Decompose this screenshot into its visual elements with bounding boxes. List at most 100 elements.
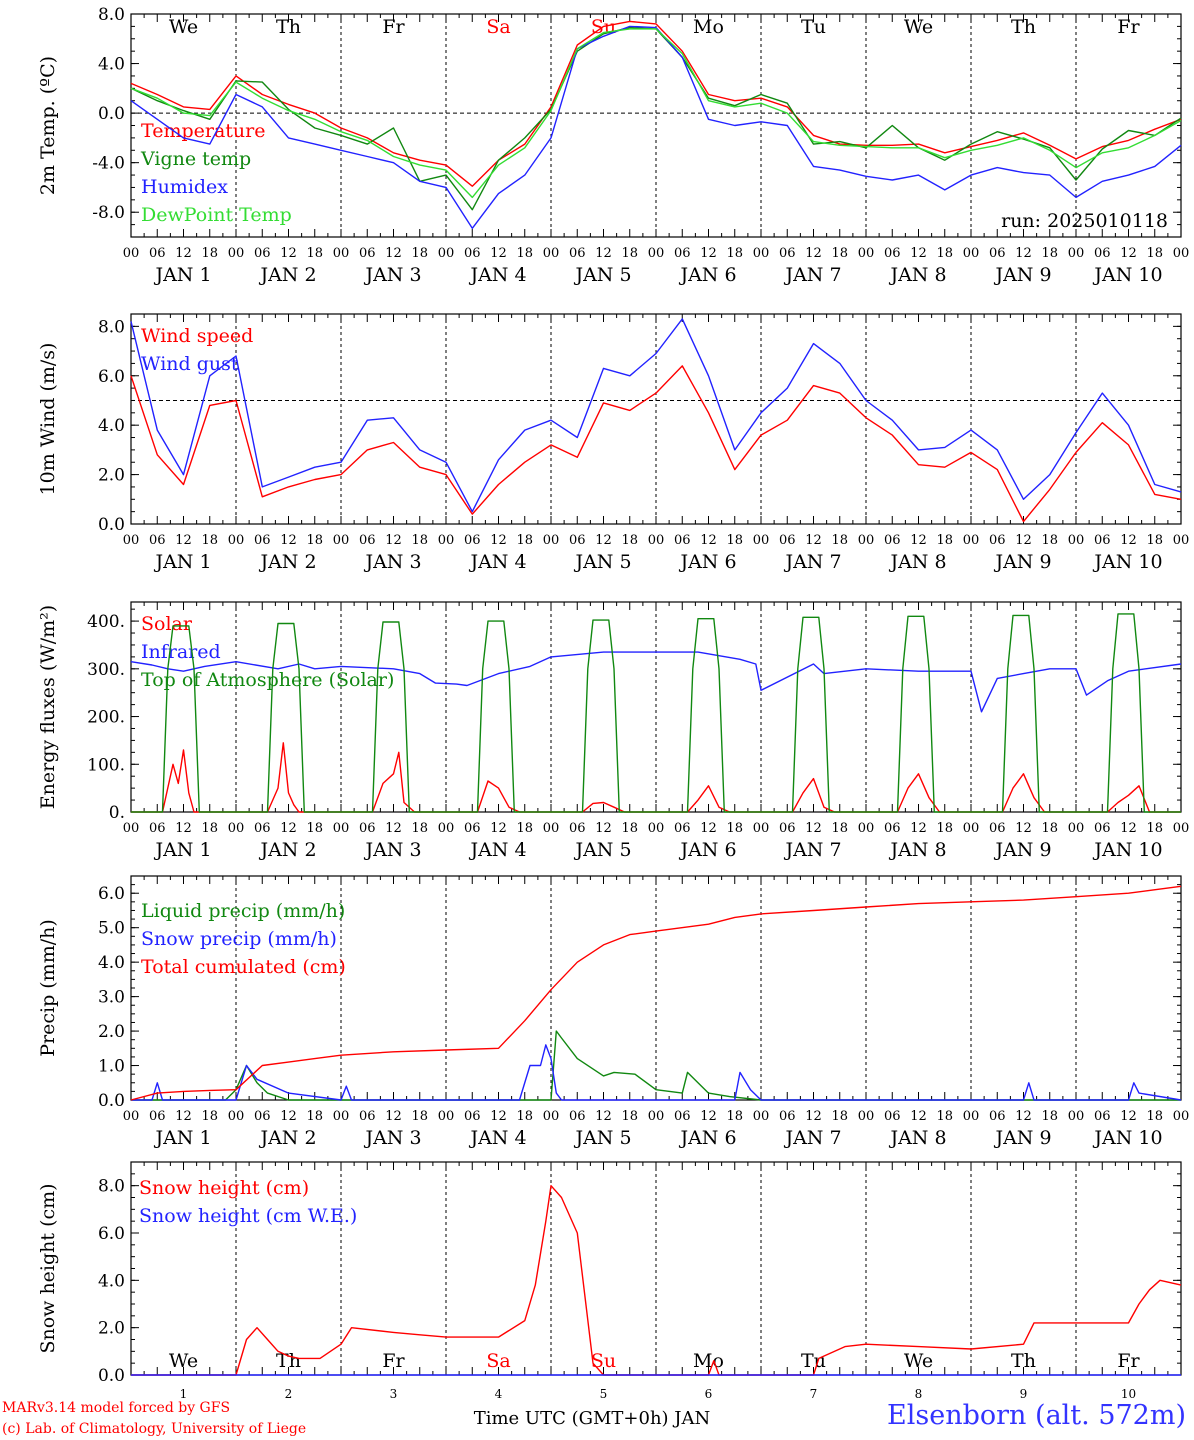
hour-tick-label: 18 [726,1109,743,1124]
hour-tick-label: 12 [1120,246,1137,261]
hour-tick-label: 12 [910,821,927,836]
hour-tick-label: 12 [1015,821,1032,836]
hour-tick-label: 06 [989,246,1006,261]
day-name: Mo [693,16,724,38]
day-name: We [169,1350,198,1372]
hour-tick-label: 18 [936,821,953,836]
hour-tick-label: 18 [726,533,743,548]
y-axis-label: Precip (mm/h) [37,919,59,1057]
y-tick-label: 4.0 [98,416,125,436]
hour-tick-label: 12 [595,246,612,261]
legend-entry: Snow height (cm W.E.) [139,1205,357,1227]
date-label: JAN 10 [1092,839,1162,861]
y-tick-label: 8.0 [98,1177,125,1197]
hour-tick-label: 06 [359,533,376,548]
hour-tick-label: 18 [411,533,428,548]
date-label: JAN 6 [678,839,736,861]
day-name: Tu [801,16,826,38]
hour-tick-label: 00 [648,821,665,836]
day-name: Tu [801,1350,826,1372]
hour-tick-label: 00 [753,533,770,548]
hour-tick-label: 06 [884,1109,901,1124]
hour-tick-label: 12 [805,246,822,261]
credit-line-model: MARv3.14 model forced by GFS [2,1400,231,1416]
date-label: JAN 7 [783,264,841,286]
y-tick-label: 6.0 [98,884,125,904]
day-name: Fr [382,16,405,38]
hour-tick-label: 06 [989,533,1006,548]
legend-entry: Liquid precip (mm/h) [141,900,345,922]
date-label: JAN 3 [363,1127,421,1149]
date-label: JAN 8 [888,1127,946,1149]
date-label: JAN 10 [1092,1127,1162,1149]
hour-tick-label: 12 [1120,821,1137,836]
hour-tick-label: 06 [989,1109,1006,1124]
y-tick-label: 4.0 [98,55,125,75]
hour-tick-label: 18 [306,533,323,548]
date-label: JAN 4 [468,264,526,286]
hour-tick-label: 06 [569,1109,586,1124]
bottom-day-number: 5 [600,1387,608,1401]
date-label: JAN 10 [1092,551,1162,573]
panel-5: 8.0 6.0 4.0 2.0 0.0 Snow height (cm) We Th Fr Sa S… [37,1161,1182,1386]
y-tick-label: 4.0 [98,1271,125,1291]
day-name: Mo [693,1350,724,1372]
hour-tick-label: 00 [963,1109,980,1124]
legend-entry: Snow height (cm) [139,1177,309,1199]
hour-tick-label: 06 [884,821,901,836]
hour-tick-label: 00 [438,246,455,261]
hour-tick-label: 00 [648,246,665,261]
date-label: JAN 3 [363,839,421,861]
date-label: JAN 9 [993,839,1051,861]
hour-tick-label: 12 [385,246,402,261]
hour-tick-label: 00 [543,1109,560,1124]
y-tick-label: 3.0 [98,988,125,1008]
hour-tick-label: 00 [753,246,770,261]
hour-tick-label: 12 [700,821,717,836]
hour-tick-label: 12 [385,533,402,548]
hour-tick-label: 18 [516,1109,533,1124]
station-name: Elsenborn (alt. 572m) [887,1400,1186,1431]
hour-tick-label: 00 [753,821,770,836]
date-label: JAN 1 [153,839,211,861]
bottom-day-number: 2 [285,1387,293,1401]
date-label: JAN 8 [888,839,946,861]
hour-tick-label: 12 [1015,533,1032,548]
hour-tick-label: 06 [254,1109,271,1124]
hour-tick-label: 18 [201,1109,218,1124]
legend-entry: Vigne temp [140,148,251,170]
hour-tick-label: 06 [149,821,166,836]
date-label: JAN 2 [258,1127,316,1149]
hour-tick-label: 06 [359,246,376,261]
hour-tick-label: 12 [175,246,192,261]
hour-tick-label: 06 [464,246,481,261]
hour-tick-label: 18 [936,1109,953,1124]
date-label: JAN 1 [153,1127,211,1149]
hour-tick-label: 00 [333,821,350,836]
hour-tick-label: 18 [1146,1109,1163,1124]
y-tick-label: 2.0 [98,466,125,486]
hour-tick-label: 18 [516,246,533,261]
hour-tick-label: 06 [1094,1109,1111,1124]
hour-tick-label: 18 [1146,821,1163,836]
hour-tick-label: 12 [910,1109,927,1124]
hour-tick-label: 18 [411,246,428,261]
hour-tick-label: 12 [280,821,297,836]
hour-tick-label: 00 [333,1109,350,1124]
hour-tick-label: 06 [884,246,901,261]
hour-tick-label: 06 [464,533,481,548]
series-line [130,365,1182,523]
series-line [130,20,1182,187]
bottom-day-number: 4 [495,1387,503,1401]
hour-tick-label: 06 [149,246,166,261]
hour-tick-label: 12 [490,821,507,836]
hour-tick-label: 12 [175,533,192,548]
hour-tick-label: 12 [1120,1109,1137,1124]
y-axis-label: 2m Temp. (ºC) [37,56,59,195]
hour-tick-label: 00 [753,1109,770,1124]
hour-tick-label: 00 [543,821,560,836]
hour-tick-label: 18 [621,821,638,836]
hour-tick-label: 12 [385,821,402,836]
panel-2: 8.0 6.0 4.0 2.0 0.0 10m Wind (m/s) 00 06 12 18 00 0… [37,313,1189,573]
y-tick-label: 0.0 [98,515,125,535]
